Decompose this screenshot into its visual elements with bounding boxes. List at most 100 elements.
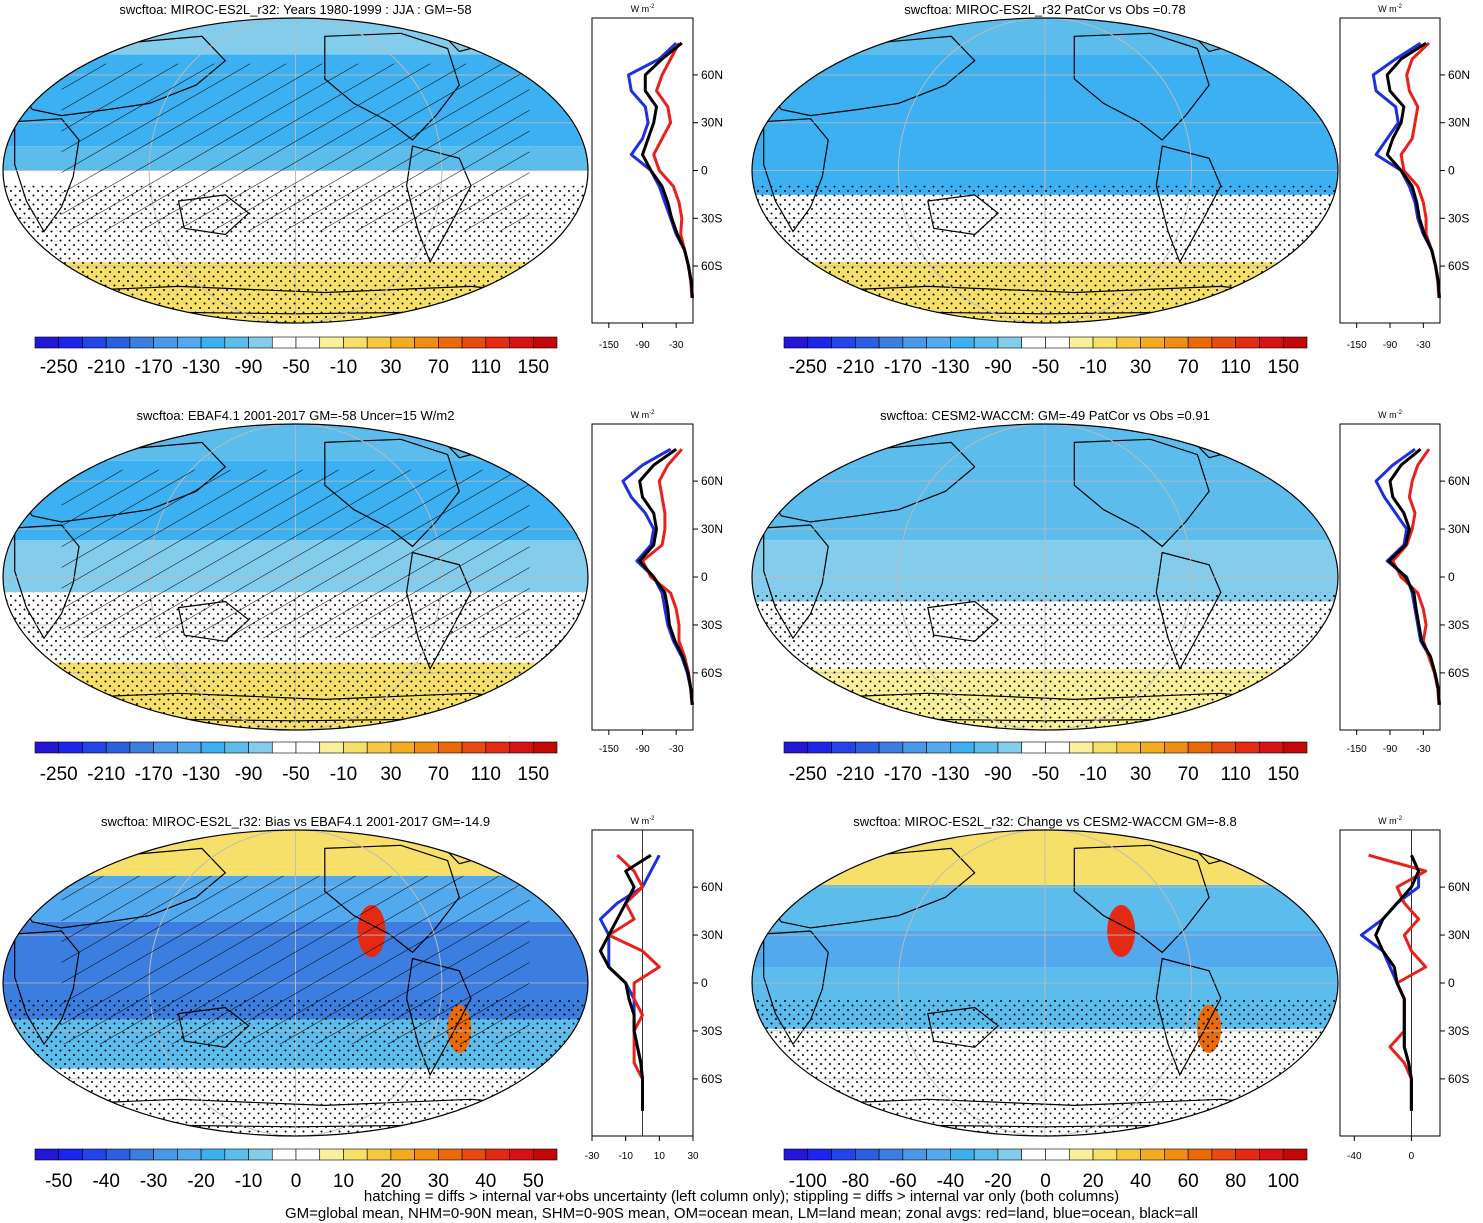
colorbar-cell (438, 742, 462, 753)
colorbar-cell (154, 742, 178, 753)
colorbar-cell (177, 1149, 201, 1160)
colorbar-cell (225, 742, 249, 753)
hatching (62, 64, 530, 232)
zonal-ytick-label: 0 (701, 976, 708, 990)
colorbar-cell (998, 1149, 1022, 1160)
zonal-frame (1340, 830, 1440, 1136)
zonal-ytick-label: 60S (1448, 666, 1469, 680)
colorbar-cell (1164, 1149, 1188, 1160)
zonal-units: W m-2 (631, 4, 655, 14)
colorbar-cell (82, 337, 106, 348)
colorbar-cell (1188, 742, 1212, 753)
colorbar-tick-label: 30 (1130, 764, 1151, 785)
colorbar-cell (927, 337, 951, 348)
colorbar-tick-label: 70 (428, 764, 449, 785)
zonal-ytick-label: 60N (701, 68, 723, 82)
colorbar-cell (486, 337, 510, 348)
colorbar-cell (367, 337, 391, 348)
colorbar-tick-label: -170 (884, 357, 922, 378)
stippling (752, 186, 1338, 323)
colorbar-cell (1259, 337, 1283, 348)
panel-title: swcftoa: MIROC-ES2L_r32 PatCor vs Obs =0… (904, 2, 1185, 17)
colorbar-cell (855, 337, 879, 348)
zonal-ytick-label: 60S (701, 666, 722, 680)
colorbar-cell (1046, 1149, 1070, 1160)
colorbar-tick-label: 150 (1267, 764, 1299, 785)
colorbar-cell (249, 1149, 273, 1160)
colorbar-cell (320, 337, 344, 348)
colorbar-tick-label: -130 (931, 357, 969, 378)
colorbar-tick-label: -10 (1079, 764, 1106, 785)
colorbar-cell (201, 337, 225, 348)
colorbar-cell (59, 742, 83, 753)
colorbar-cell (1117, 337, 1141, 348)
colorbar-tick-label: 150 (1267, 357, 1299, 378)
colorbar-cell (1188, 1149, 1212, 1160)
colorbar-cell (462, 1149, 486, 1160)
colorbar-tick-label: -170 (135, 357, 173, 378)
colorbar-cell (343, 1149, 367, 1160)
colorbar-tick-label: -210 (836, 764, 874, 785)
colorbar-cell (59, 337, 83, 348)
colorbar-cell (784, 742, 808, 753)
colorbar-tick-label: -130 (182, 357, 220, 378)
colorbar-tick-label: 30 (1130, 357, 1151, 378)
colorbar-tick-label: 30 (380, 764, 401, 785)
zonal-xtick-label: -150 (599, 744, 619, 755)
zonal-xtick-label: -90 (1383, 744, 1398, 755)
colorbar-tick-label: 110 (471, 357, 501, 378)
panel-4: swcftoa: CESM2-WACCM: GM=-49 PatCor vs O… (752, 408, 1470, 785)
colorbar-cell (486, 742, 510, 753)
colorbar-tick-label: -50 (282, 764, 309, 785)
colorbar-cell (1236, 742, 1260, 753)
colorbar-cell (177, 742, 201, 753)
colorbar-tick-label: -50 (282, 357, 309, 378)
colorbar-cell (784, 1149, 808, 1160)
colorbar-tick-label: -50 (1032, 764, 1059, 785)
colorbar-tick-label: -250 (40, 357, 78, 378)
zonal-ytick-label: 30N (701, 116, 723, 130)
zonal-ytick-label: 30S (1448, 211, 1469, 225)
panel-5: swcftoa: MIROC-ES2L_r32: Bias vs EBAF4.1… (3, 814, 723, 1192)
colorbar-cell (320, 742, 344, 753)
colorbar-tick-label: -250 (789, 357, 827, 378)
colorbar-cell (1069, 742, 1093, 753)
map-area (3, 424, 588, 730)
colorbar-tick-label: -90 (984, 764, 1011, 785)
colorbar-cell (367, 742, 391, 753)
colorbar-tick-label: -170 (135, 764, 173, 785)
colorbar-cell (59, 1149, 83, 1160)
colorbar-cell (154, 1149, 178, 1160)
colorbar-cell (225, 1149, 249, 1160)
zonal-ytick-label: 30N (701, 928, 723, 942)
colorbar-tick-label: -170 (884, 764, 922, 785)
colorbar-tick-label: -130 (182, 764, 220, 785)
zonal-ytick-label: 0 (1448, 164, 1455, 178)
colorbar-cell (1141, 742, 1165, 753)
zonal-xtick-label: -30 (1416, 744, 1431, 755)
zonal-xtick-label: 30 (687, 1151, 699, 1162)
colorbar-cell (343, 337, 367, 348)
colorbar-cell (808, 1149, 832, 1160)
colorbar-tick-label: -210 (87, 357, 125, 378)
colorbar-cell (1022, 337, 1046, 348)
colorbar-cell (974, 742, 998, 753)
colorbar-cell (1093, 742, 1117, 753)
colorbar-cell (272, 337, 296, 348)
colorbar-cell (1259, 1149, 1283, 1160)
colorbar-cell (1164, 742, 1188, 753)
hatching (62, 470, 530, 638)
colorbar-cell (343, 742, 367, 753)
zonal-ytick-label: 60N (701, 474, 723, 488)
all-zonal-line (1389, 449, 1440, 705)
zonal-xtick-label: -30 (585, 1151, 600, 1162)
map-area (752, 18, 1338, 323)
colorbar-tick-label: -250 (40, 764, 78, 785)
zonal-xtick-label: -40 (1347, 1151, 1362, 1162)
zonal-ytick-label: 30S (701, 1024, 722, 1038)
map-area (752, 424, 1338, 730)
